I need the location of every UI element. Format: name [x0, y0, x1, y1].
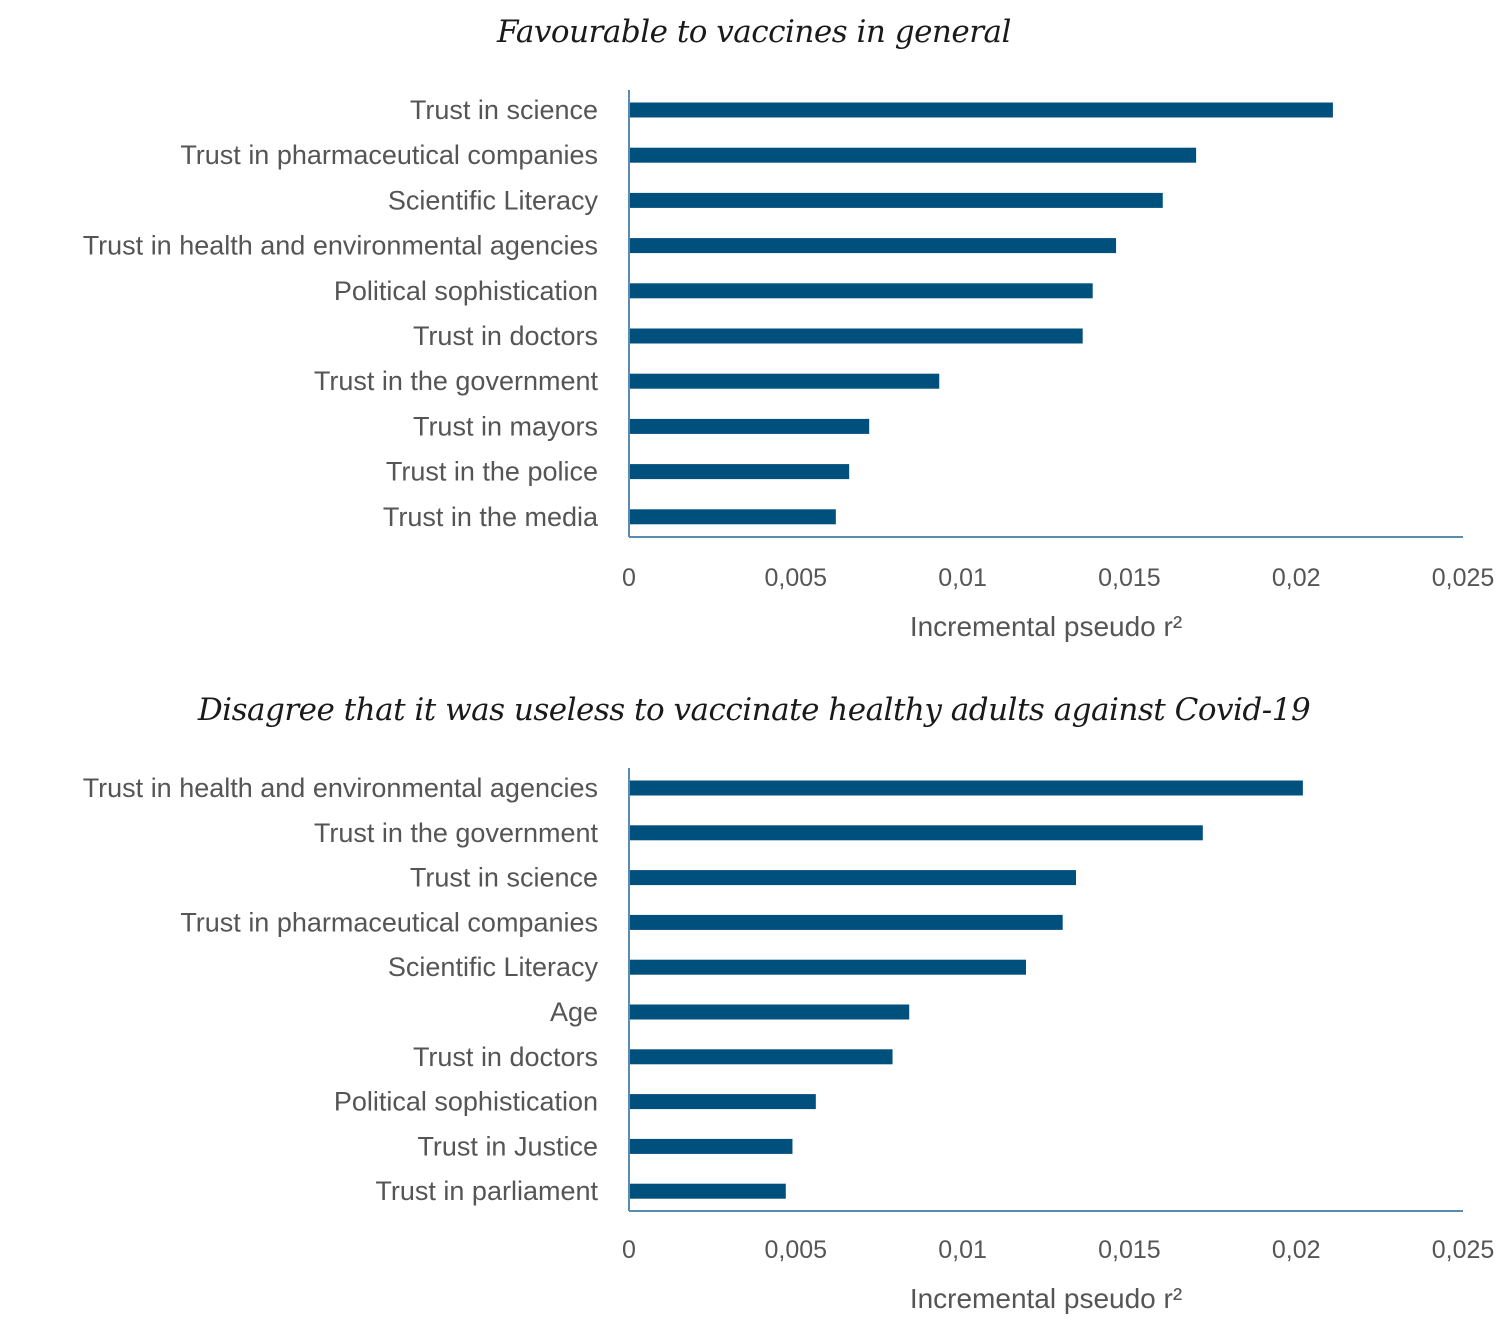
- chart-2-category-label: Trust in pharmaceutical companies: [180, 907, 598, 937]
- chart-2-category-label: Trust in doctors: [413, 1042, 598, 1072]
- chart-1-bar: [629, 373, 940, 389]
- chart-1-category-label: Trust in science: [410, 95, 598, 125]
- chart-1-x-tick-label: 0,025: [1432, 564, 1495, 592]
- chart-1-bar: [629, 509, 836, 525]
- chart-2-bar: [629, 1138, 793, 1154]
- chart-2-x-tick-label: 0: [622, 1236, 636, 1264]
- chart-2-bar: [629, 959, 1026, 975]
- chart-2-category-label: Age: [550, 997, 598, 1027]
- chart-1-bar: [629, 192, 1163, 208]
- chart-2-category-label: Trust in parliament: [375, 1176, 598, 1206]
- chart-1-category-label: Trust in mayors: [413, 411, 598, 441]
- chart-2-bar: [629, 870, 1077, 886]
- chart-1-x-tick-label: 0,015: [1098, 564, 1161, 592]
- chart-2-category-label: Trust in health and environmental agenci…: [83, 773, 598, 803]
- chart-1-category-label: Trust in the police: [386, 457, 598, 487]
- chart-1-category-label: Political sophistication: [334, 276, 598, 306]
- chart-2-category-label: Trust in Justice: [417, 1131, 598, 1161]
- chart-2-bar: [629, 780, 1303, 796]
- chart-1-x-axis-title: Incremental pseudo r²: [910, 611, 1182, 642]
- chart-2-x-tick-label: 0,005: [765, 1236, 828, 1264]
- chart-2-bar: [629, 1049, 893, 1065]
- chart-2-bar: [629, 1094, 816, 1110]
- chart-1-x-tick-label: 0,02: [1272, 564, 1321, 592]
- chart-2-x-tick-label: 0,01: [938, 1236, 987, 1264]
- chart-2-title: Disagree that it was useless to vaccinat…: [197, 692, 1311, 728]
- chart-2-bar: [629, 825, 1203, 841]
- chart-2-x-tick-label: 0,025: [1432, 1236, 1495, 1264]
- chart-2-x-axis-title: Incremental pseudo r²: [910, 1283, 1182, 1314]
- chart-1-title: Favourable to vaccines in general: [497, 14, 1011, 50]
- chart-2-category-label: Scientific Literacy: [388, 952, 599, 982]
- chart-1-category-label: Trust in the government: [314, 366, 599, 396]
- chart-2-category-label: Trust in the government: [314, 818, 599, 848]
- chart-1-bar: [629, 464, 850, 480]
- chart-2-x-tick-label: 0,02: [1272, 1236, 1321, 1264]
- chart-1-bar: [629, 418, 870, 434]
- chart-1-x-tick-label: 0,005: [765, 564, 828, 592]
- chart-1-bar: [629, 283, 1093, 299]
- chart-1-category-label: Trust in the media: [383, 502, 599, 532]
- chart-1-x-tick-label: 0: [622, 564, 636, 592]
- chart-1-bar: [629, 102, 1333, 118]
- chart-1-category-label: Trust in health and environmental agenci…: [83, 231, 598, 261]
- chart-1-category-label: Trust in pharmaceutical companies: [180, 140, 598, 170]
- chart-1-bar: [629, 238, 1117, 254]
- chart-2-bar: [629, 914, 1063, 930]
- chart-2-bar: [629, 1004, 910, 1020]
- chart-2-category-label: Trust in science: [410, 863, 598, 893]
- chart-1-bar: [629, 328, 1083, 344]
- chart-2-category-label: Political sophistication: [334, 1087, 598, 1117]
- chart-2-bar: [629, 1183, 786, 1199]
- chart-1-category-label: Trust in doctors: [413, 321, 598, 351]
- chart-1-category-label: Scientific Literacy: [388, 185, 599, 215]
- chart-1-x-tick-label: 0,01: [938, 564, 987, 592]
- chart-1-bar: [629, 147, 1197, 163]
- chart-2-x-tick-label: 0,015: [1098, 1236, 1161, 1264]
